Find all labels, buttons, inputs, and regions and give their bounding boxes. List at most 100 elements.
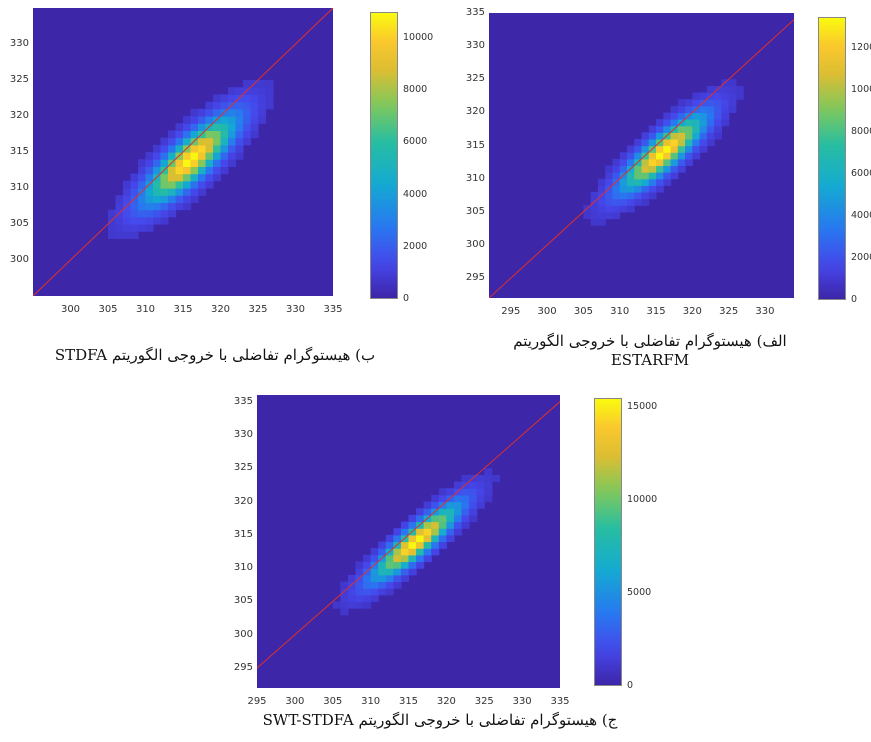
heatmap-cell [648,191,657,200]
heatmap-cell [250,101,259,110]
heatmap-cell [130,180,139,189]
heatmap-plot-jim [257,395,560,688]
heatmap-cell [438,528,447,536]
colorbar-jim [594,398,622,686]
heatmap-cell [634,172,643,180]
heatmap-cell [153,159,162,167]
heatmap-cell [145,195,154,203]
heatmap-cell [408,534,417,543]
heatmap-cell [393,528,402,536]
heatmap-cell [400,561,410,569]
heatmap-cell [641,185,650,193]
heatmap-cell [183,152,192,160]
heatmap-cell [160,137,169,146]
heatmap-cell [612,211,621,220]
heatmap-cell [619,158,628,167]
heatmap-cell [626,158,635,167]
x-tick-label: 300 [60,304,81,315]
heatmap-cell [677,112,686,120]
heatmap-cell [153,209,162,218]
heatmap-cell [685,138,693,147]
heatmap-cell [453,508,463,516]
x-tick-label: 330 [285,304,306,315]
heatmap-cell [145,173,154,182]
heatmap-cell [393,548,402,556]
heatmap-cell [476,501,485,509]
heatmap-cell [431,528,440,536]
heatmap-cell [663,178,672,186]
y-tick-label: 335 [465,7,485,18]
heatmap-cell [183,195,192,203]
x-tick-label: 325 [248,304,268,315]
heatmap-cell [597,198,606,206]
heatmap-cell [663,152,672,160]
heatmap-cell [385,541,394,549]
heatmap-cell [721,85,730,94]
heatmap-cell [400,521,410,529]
heatmap-cell [183,159,192,167]
heatmap-cell [699,112,708,120]
heatmap-cell [347,601,357,609]
heatmap-cell [605,191,614,200]
heatmap-cells [108,80,274,239]
heatmap-cell [641,198,650,206]
heatmap-cell [626,178,635,186]
heatmap-cell [670,112,679,120]
colorbar-tick-label: 5000 [627,587,652,599]
heatmap-cell [612,158,621,167]
heatmap-cell [416,534,425,543]
heatmap-cell [235,101,244,110]
heatmap-cell [258,108,267,117]
heatmap-cell [190,123,199,131]
heatmap-cell [130,188,139,196]
heatmap-cell [183,137,192,146]
heatmap-cell [438,521,447,529]
heatmap-cell [656,145,664,153]
heatmap-cell [648,165,657,173]
heatmap-cell [265,87,274,95]
heatmap-cell [619,152,628,160]
heatmap-cell [634,198,643,206]
heatmap-cell [626,205,635,213]
heatmap-cell [205,173,214,182]
heatmap-cell [735,92,744,100]
heatmap-cell [130,224,139,232]
heatmap-cell [619,185,628,193]
heatmap-cell [677,138,686,147]
heatmap-cell [190,108,199,117]
heatmap-cell [145,224,154,232]
heatmap-cell [228,130,237,139]
heatmap-cell [438,534,447,543]
heatmap-cell [648,178,657,186]
heatmap-cell [183,130,192,139]
heatmap-cell [446,521,455,529]
colorbar-tick-label: 2000 [403,240,428,252]
heatmap-cell [243,137,252,146]
heatmap-cell [714,125,722,133]
heatmap-cell [115,202,124,211]
heatmap-cell [115,216,124,225]
heatmap-cell [400,541,410,549]
colorbar-tick-label: 0 [403,293,410,304]
x-tick-label: 325 [719,306,739,317]
heatmap-cell [168,144,177,153]
heatmap-cell [153,202,162,211]
heatmap-cell [123,209,132,218]
heatmap-cell [590,205,599,213]
heatmap-cell [735,85,744,94]
heatmap-cell [446,514,455,523]
heatmap-cell [612,165,621,173]
heatmap-cell [198,188,207,196]
heatmap-cell [699,145,708,153]
heatmap-cell [378,561,387,569]
heatmap-cell [363,588,372,596]
heatmap-cell [692,132,701,140]
heatmap-cell [123,180,132,189]
y-tick-label: 295 [465,272,485,284]
heatmap-cell [416,508,425,516]
heatmap-cell [228,116,237,124]
heatmap-cell [138,173,147,182]
x-tick-label: 305 [98,304,118,315]
heatmap-cell [416,548,425,556]
heatmap-cell [476,488,485,496]
